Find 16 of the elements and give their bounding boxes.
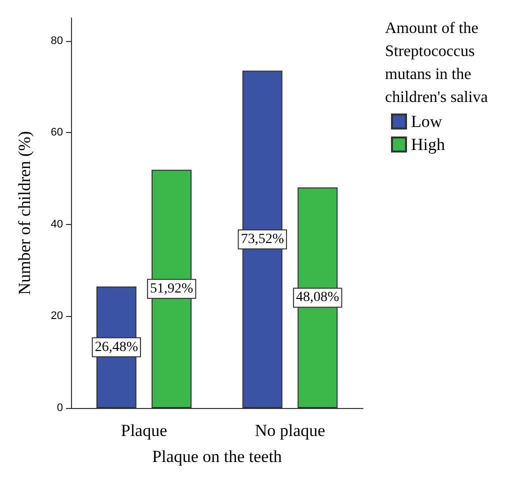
x-axis-title: Plaque on the teeth [152,447,282,466]
x-tick-label: No plaque [254,421,326,440]
y-tick-label: 40 [50,218,63,230]
data-label: 73,52% [240,232,284,247]
legend-label: Low [411,112,443,131]
y-tick-label: 80 [50,34,63,47]
data-label: 51,92% [150,281,194,296]
legend-title: Amount of the Streptococcus mutans in the children's saliva [385,20,488,106]
y-tick-label: 0 [56,402,63,414]
data-label: 26,48% [94,340,138,355]
y-axis-title: Number of children (%) [15,131,34,295]
legend-label: High [411,135,446,154]
x-tick-label: Plaque [120,421,168,440]
data-label: 48,08% [296,290,340,306]
y-tick-label: 60 [50,126,63,139]
y-tick-label: 20 [50,310,63,322]
